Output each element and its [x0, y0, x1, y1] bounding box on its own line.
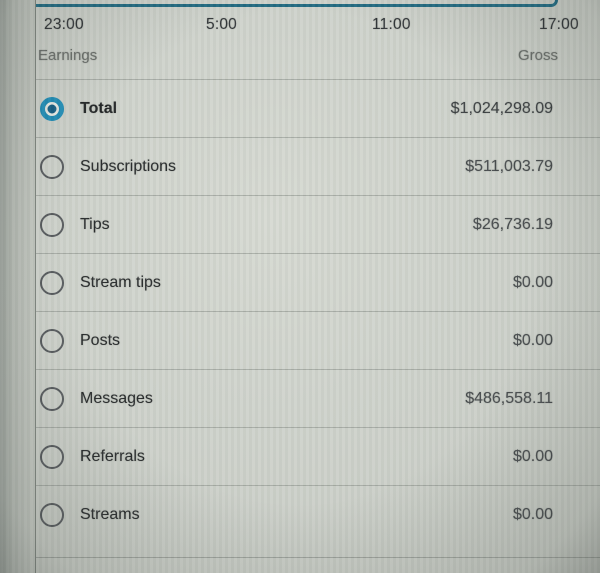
earnings-category-label: Total — [80, 99, 118, 117]
earnings-amount: $0.00 — [512, 273, 553, 291]
earnings-category-row[interactable]: Messages $486,558.11 — [36, 370, 600, 428]
earnings-column-header: Earnings — [38, 47, 98, 64]
earnings-category-row[interactable]: Total $1,024,298.09 — [36, 80, 600, 138]
earnings-category-list: Total $1,024,298.09 Subscriptions $511,0… — [36, 79, 600, 544]
screen-edge-shadow — [0, 0, 36, 573]
earnings-category-label: Subscriptions — [80, 157, 177, 175]
list-bottom-divider — [36, 557, 600, 558]
list-column-headers: Earnings Gross — [38, 47, 558, 64]
earnings-amount: $0.00 — [512, 331, 553, 349]
radio-button[interactable] — [40, 270, 64, 295]
x-axis-tick: 11:00 — [372, 16, 411, 33]
earnings-category-row[interactable]: Posts $0.00 — [36, 312, 600, 370]
radio-button[interactable] — [40, 444, 64, 469]
radio-button[interactable] — [40, 503, 64, 527]
earnings-category-label: Streams — [80, 506, 140, 523]
earnings-amount: $511,003.79 — [465, 157, 553, 175]
radio-button[interactable] — [40, 154, 64, 179]
radio-button[interactable] — [40, 328, 64, 353]
x-axis-tick: 5:00 — [206, 16, 237, 33]
gross-column-header: Gross — [517, 47, 558, 64]
earnings-category-label: Messages — [80, 389, 153, 407]
earnings-amount: $26,736.19 — [472, 215, 553, 233]
earnings-category-row[interactable]: Tips $26,736.19 — [36, 196, 600, 254]
earnings-amount: $1,024,298.09 — [450, 99, 553, 117]
radio-button[interactable] — [40, 212, 64, 237]
earnings-category-label: Tips — [80, 215, 110, 233]
earnings-category-label: Stream tips — [80, 273, 161, 291]
earnings-chart-line — [36, 0, 558, 7]
earnings-amount: $486,558.11 — [465, 389, 553, 407]
earnings-category-row[interactable]: Referrals $0.00 — [36, 428, 600, 486]
earnings-category-label: Referrals — [80, 447, 145, 465]
earnings-category-label: Posts — [80, 331, 121, 349]
earnings-category-row[interactable]: Subscriptions $511,003.79 — [36, 138, 600, 196]
x-axis-tick: 23:00 — [44, 16, 84, 33]
earnings-amount: $0.00 — [512, 447, 553, 465]
radio-button[interactable] — [40, 386, 64, 411]
x-axis-tick: 17:00 — [539, 16, 579, 33]
earnings-category-row[interactable]: Stream tips $0.00 — [36, 254, 600, 312]
earnings-amount: $0.00 — [512, 506, 553, 523]
radio-button[interactable] — [40, 96, 64, 121]
earnings-category-row[interactable]: Streams $0.00 — [36, 486, 600, 544]
